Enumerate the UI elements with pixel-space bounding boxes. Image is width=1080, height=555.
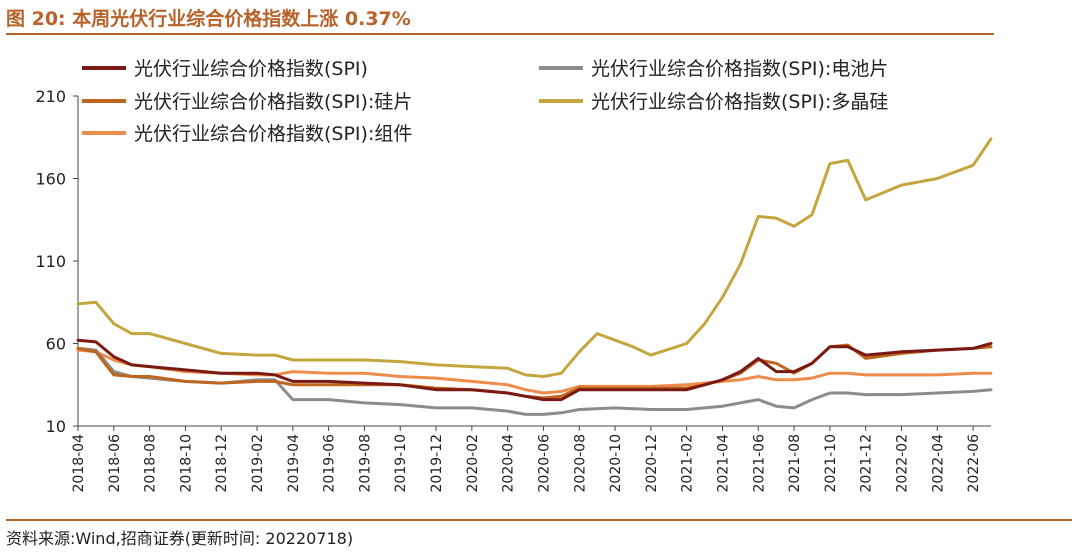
legend-label-4: 光伏行业综合价格指数(SPI):组件: [134, 123, 412, 145]
source-rule: [6, 519, 1072, 521]
x-tick-label: 2019-02: [250, 434, 266, 493]
series-line-3: [76, 137, 993, 378]
x-tick-label: 2018-12: [214, 434, 230, 493]
legend-label-2: 光伏行业综合价格指数(SPI):硅片: [134, 91, 412, 113]
y-tick-label: 60: [46, 335, 66, 354]
x-tick-label: 2018-10: [178, 434, 194, 493]
x-tick-label: 2019-12: [429, 434, 445, 493]
x-tick-label: 2019-10: [393, 434, 409, 493]
x-tick-label: 2021-02: [680, 434, 696, 493]
source-note: 资料来源:Wind,招商证券(更新时间: 20220718): [6, 529, 354, 548]
x-tick-label: 2020-02: [465, 434, 481, 493]
x-tick-label: 2022-02: [894, 434, 910, 493]
legend-label-0: 光伏行业综合价格指数(SPI): [134, 58, 368, 80]
x-tick-label: 2020-08: [572, 434, 588, 493]
legend-label-1: 光伏行业综合价格指数(SPI):电池片: [591, 58, 888, 80]
x-tick-label: 2019-08: [357, 434, 373, 493]
y-tick-label: 110: [35, 252, 66, 271]
y-axis: 10 60 110 160 210: [35, 87, 79, 436]
x-tick-label: 2020-12: [644, 434, 660, 493]
series-lines: [76, 137, 993, 416]
x-axis: 2018-04 2018-06 2018-08 2018-10 2018-12 2019-…: [71, 425, 991, 493]
x-tick-label: 2018-06: [107, 434, 123, 493]
x-tick-label: 2018-08: [143, 434, 159, 493]
y-tick-label: 160: [35, 170, 66, 189]
title-rule: [6, 33, 994, 35]
x-tick-label: 2018-04: [71, 434, 87, 493]
x-tick-label: 2021-08: [787, 434, 803, 493]
legend: 光伏行业综合价格指数(SPI) 光伏行业综合价格指数(SPI):电池片光伏行业综合…: [82, 58, 888, 145]
y-tick-label: 210: [35, 87, 66, 106]
x-tick-label: 2020-04: [501, 434, 517, 493]
x-tick-label: 2021-04: [715, 434, 731, 493]
x-tick-label: 2021-06: [751, 434, 767, 493]
x-tick-label: 2019-04: [286, 434, 302, 493]
x-tick-label: 2020-06: [536, 434, 552, 493]
x-tick-label: 2022-04: [930, 434, 946, 493]
x-tick-label: 2022-06: [966, 434, 982, 493]
y-tick-label: 10: [46, 417, 66, 436]
chart: 光伏行业综合价格指数(SPI) 光伏行业综合价格指数(SPI):电池片光伏行业综合…: [35, 58, 993, 493]
figure-title: 图 20: 本周光伏行业综合价格指数上涨 0.37%: [6, 8, 411, 30]
x-tick-label: 2021-12: [859, 434, 875, 493]
legend-label-3: 光伏行业综合价格指数(SPI):多晶硅: [591, 91, 888, 113]
x-tick-label: 2019-06: [322, 434, 338, 493]
x-tick-label: 2020-10: [608, 434, 624, 493]
series-line-0: [76, 338, 993, 402]
x-tick-label: 2021-10: [823, 434, 839, 493]
